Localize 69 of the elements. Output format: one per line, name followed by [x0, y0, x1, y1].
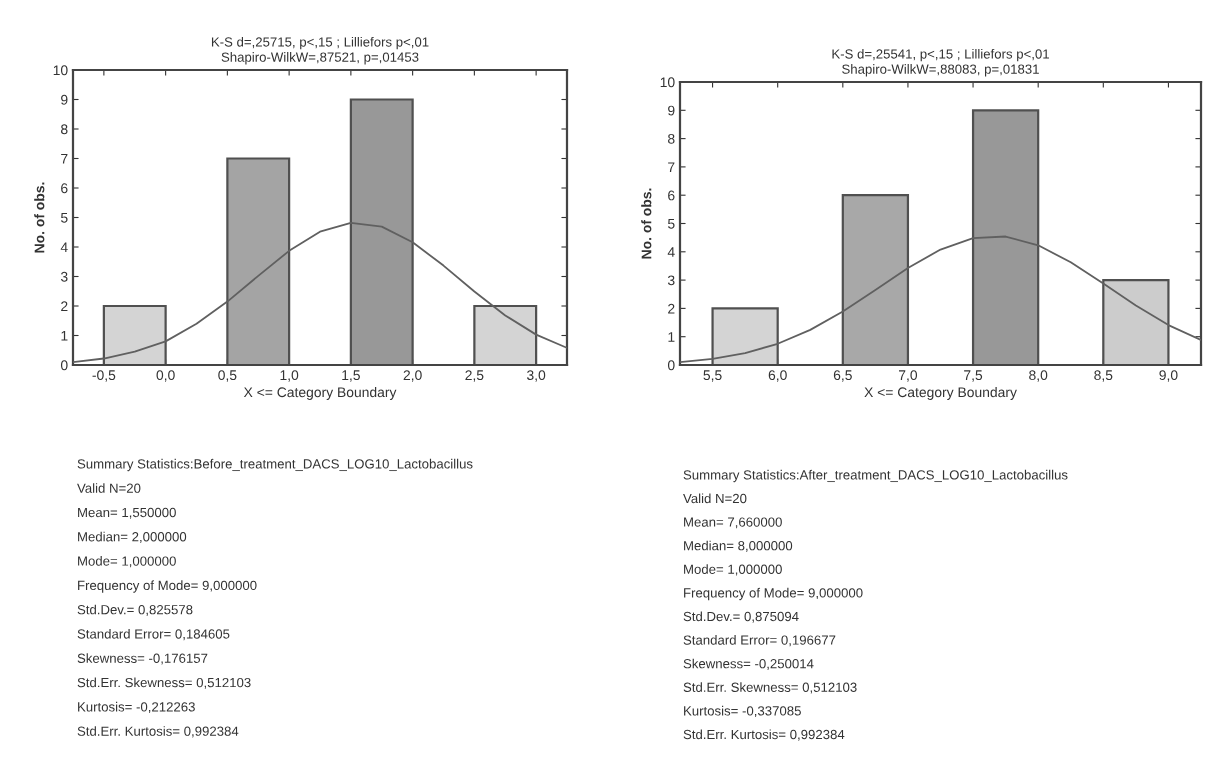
text: Valid N=20	[683, 493, 747, 504]
x-tick-label: 3,0	[527, 370, 546, 382]
text: Std.Err. Kurtosis= 0,992384	[77, 726, 239, 738]
text: Mode= 1,000000	[684, 564, 782, 576]
x-tick-label: 0,0	[156, 370, 175, 382]
x-axis-title: X <= Category Boundary	[243, 386, 397, 400]
y-tick-label: 9	[61, 94, 68, 105]
x-tick-label: 9,0	[1159, 370, 1178, 382]
text: Summary Statistics:After_treatment_DACS_LOG10_Lactobacillus	[683, 469, 1068, 483]
text: Mode= 1,000000	[78, 556, 176, 568]
x-tick-label: 5,5	[703, 370, 722, 382]
y-axis-title: No. of obs.	[641, 188, 652, 259]
y-tick-label: 3	[667, 275, 675, 286]
y-tick-label: 8	[668, 133, 675, 144]
text: Kurtosis= -0,212263	[78, 701, 195, 714]
text: Std.Err. Skewness= 0,512103	[77, 677, 251, 689]
text: Frequency of Mode= 9,000000	[78, 580, 257, 593]
y-tick-label: 5	[667, 218, 675, 229]
y-tick-label: 2	[61, 301, 68, 312]
text: Std.Err. Skewness= 0,512103	[683, 682, 857, 694]
y-tick-label: 0	[60, 360, 68, 371]
y-tick-label: 0	[667, 360, 675, 371]
text: Standard Error= 0,196677	[683, 635, 836, 647]
y-tick-label: 3	[60, 271, 68, 282]
y-tick-label: 7	[61, 153, 68, 164]
y-tick-label: 8	[61, 124, 68, 135]
x-tick-label: 7,0	[899, 370, 918, 382]
text: Summary Statistics:Before_treatment_DACS_LOG10_Lactobacillus	[77, 458, 473, 472]
y-tick-label: 9	[668, 105, 675, 116]
x-tick-label: 8,5	[1094, 370, 1113, 382]
x-tick-label: 2,0	[403, 370, 422, 382]
text: Skewness= -0,176157	[77, 653, 208, 665]
y-tick-label: 5	[60, 212, 68, 223]
x-tick-label: -0,5	[92, 370, 116, 382]
x-tick-label: 7,5	[964, 370, 983, 382]
y-axis-title: No. of obs.	[34, 182, 45, 253]
text: Median= 8,000000	[684, 540, 793, 552]
y-tick-label: 1	[668, 332, 675, 342]
text: Valid N=20	[77, 483, 141, 493]
x-axis-title: X <= Category Boundary	[864, 386, 1017, 400]
x-tick-label: 1,0	[280, 370, 299, 382]
x-tick-label: 8,0	[1029, 370, 1048, 382]
text: Mean= 7,660000	[684, 517, 782, 529]
text: Std.Err. Kurtosis= 0,992384	[683, 729, 845, 741]
line-series	[73, 221, 567, 363]
text: Frequency of Mode= 9,000000	[684, 587, 863, 601]
y-tick-label: 6	[668, 190, 675, 201]
text: Std.Dev.= 0,825578	[77, 604, 193, 616]
text: Mean= 1,550000	[78, 507, 176, 519]
text: Skewness= -0,250014	[683, 658, 814, 670]
text: Median= 2,000000	[78, 531, 187, 543]
chart-title: K-S d=,25541, p<,15 ; Lilliefors p<,01 Shapiro-WilkW=,88083, p=,01831	[832, 48, 1049, 77]
x-tick-label: 0,5	[218, 370, 237, 382]
y-tick-label: 6	[61, 183, 68, 194]
y-tick-label: 1	[61, 330, 68, 341]
text: Kurtosis= -0,337085	[684, 705, 801, 718]
x-tick-label: 6,0	[768, 370, 787, 382]
x-tick-label: 2,5	[465, 370, 484, 382]
y-tick-label: 4	[667, 247, 675, 257]
y-tick-label: 2	[668, 303, 675, 314]
text: Standard Error= 0,184605	[77, 628, 230, 641]
y-tick-label: 10	[660, 77, 675, 88]
text: Std.Dev.= 0,875094	[683, 611, 799, 623]
x-tick-label: 1,5	[342, 370, 360, 382]
chart-title: K-S d=,25715, p<,15 ; Lilliefors p<,01 Shapiro-WilkW=,87521, p=,01453	[211, 36, 429, 65]
y-tick-label: 7	[668, 162, 675, 172]
x-tick-label: 6,5	[833, 370, 852, 382]
y-tick-label: 4	[60, 242, 68, 253]
y-tick-label: 10	[53, 65, 68, 76]
